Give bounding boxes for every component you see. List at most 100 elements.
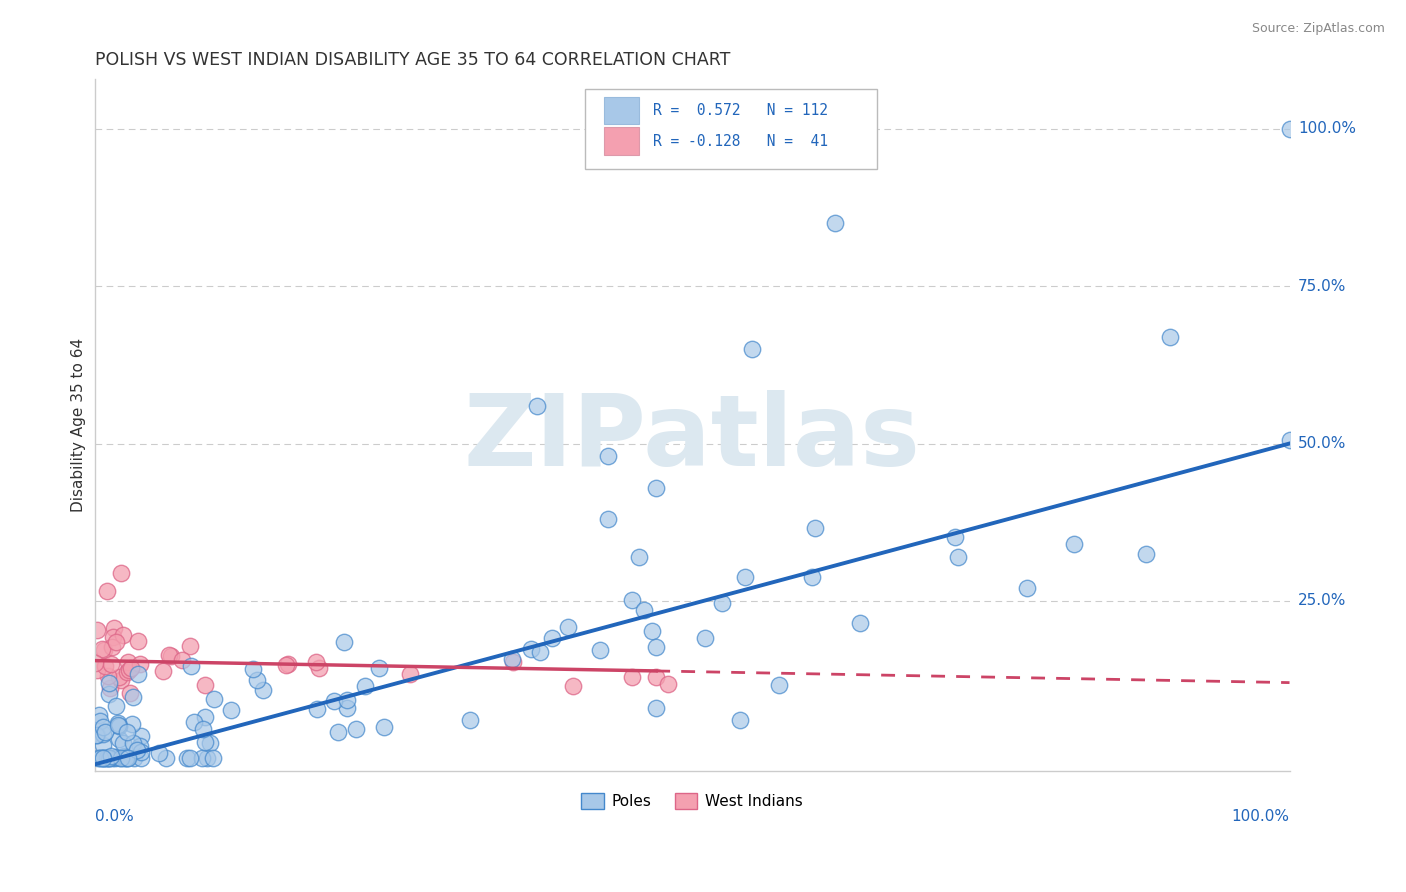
Point (101, 630, 124, 644)
Point (117, 663, 139, 677)
Point (105, 749, 128, 764)
Point (89, 707, 111, 722)
Point (1015, 581, 1038, 595)
Point (191, 722, 214, 736)
Point (94, 725, 117, 739)
Point (183, 715, 205, 730)
Point (824, 216, 846, 230)
Point (96, 751, 118, 765)
Point (741, 342, 763, 356)
Point (849, 615, 872, 630)
Point (101, 751, 124, 765)
Point (98, 751, 121, 765)
Point (242, 662, 264, 676)
Point (194, 735, 217, 749)
Point (104, 698, 127, 713)
Point (84, 728, 107, 742)
Point (246, 673, 269, 687)
Point (180, 659, 202, 673)
Point (1159, 329, 1181, 343)
Point (195, 751, 218, 765)
Point (103, 621, 125, 635)
Point (179, 751, 201, 765)
Point (598, 449, 620, 463)
Point (100, 749, 122, 764)
Point (118, 686, 141, 700)
Point (641, 624, 664, 638)
Point (373, 720, 395, 734)
Text: ZIPatlas: ZIPatlas (464, 390, 921, 487)
Point (803, 521, 825, 535)
Point (541, 631, 564, 645)
Point (305, 702, 328, 716)
Point (190, 751, 212, 765)
Point (172, 653, 194, 667)
Point (277, 657, 299, 671)
Point (110, 566, 132, 580)
Point (107, 715, 129, 730)
Text: 100.0%: 100.0% (1298, 121, 1355, 136)
Point (86, 623, 108, 637)
Point (194, 678, 217, 692)
Point (93, 642, 115, 657)
Point (107, 718, 129, 732)
Point (620, 593, 643, 607)
Point (1278, 433, 1301, 447)
Point (84, 657, 107, 671)
Point (201, 751, 224, 765)
Point (367, 661, 389, 675)
Point (90, 751, 112, 765)
Point (598, 512, 620, 526)
Point (117, 655, 139, 669)
Point (94, 659, 117, 673)
Point (621, 670, 644, 684)
Point (89, 751, 111, 765)
Text: 0.0%: 0.0% (94, 809, 134, 824)
Point (354, 679, 377, 693)
Point (176, 751, 198, 765)
Point (520, 641, 543, 656)
Point (710, 596, 733, 610)
Point (328, 725, 350, 739)
Point (105, 635, 128, 649)
Point (529, 645, 551, 659)
Point (93, 751, 115, 765)
Point (110, 673, 132, 688)
Text: 75.0%: 75.0% (1298, 278, 1346, 293)
Y-axis label: Disability Age 35 to 64: Disability Age 35 to 64 (72, 337, 86, 512)
Point (100, 657, 122, 671)
Point (157, 648, 180, 662)
Point (91, 751, 114, 765)
Point (91, 738, 114, 752)
Point (728, 714, 751, 728)
Point (96, 584, 118, 599)
Point (627, 549, 650, 564)
Point (93, 751, 115, 765)
Point (121, 716, 143, 731)
Point (502, 655, 524, 669)
Point (526, 399, 548, 413)
Text: 25.0%: 25.0% (1298, 593, 1346, 608)
Point (336, 693, 359, 707)
Point (276, 658, 298, 673)
Point (200, 736, 222, 750)
Point (734, 569, 756, 583)
Point (946, 549, 969, 564)
Point (129, 751, 152, 765)
Point (91, 727, 114, 741)
Point (127, 634, 149, 648)
Point (308, 661, 330, 675)
Point (336, 700, 359, 714)
Point (122, 690, 145, 704)
Point (589, 643, 612, 657)
Point (399, 667, 422, 681)
Point (115, 665, 138, 680)
Point (252, 683, 274, 698)
FancyBboxPatch shape (603, 128, 640, 155)
Text: Source: ZipAtlas.com: Source: ZipAtlas.com (1251, 22, 1385, 36)
Point (115, 751, 138, 765)
Point (104, 751, 127, 765)
Point (768, 678, 790, 692)
Point (117, 751, 139, 765)
Point (122, 736, 145, 750)
